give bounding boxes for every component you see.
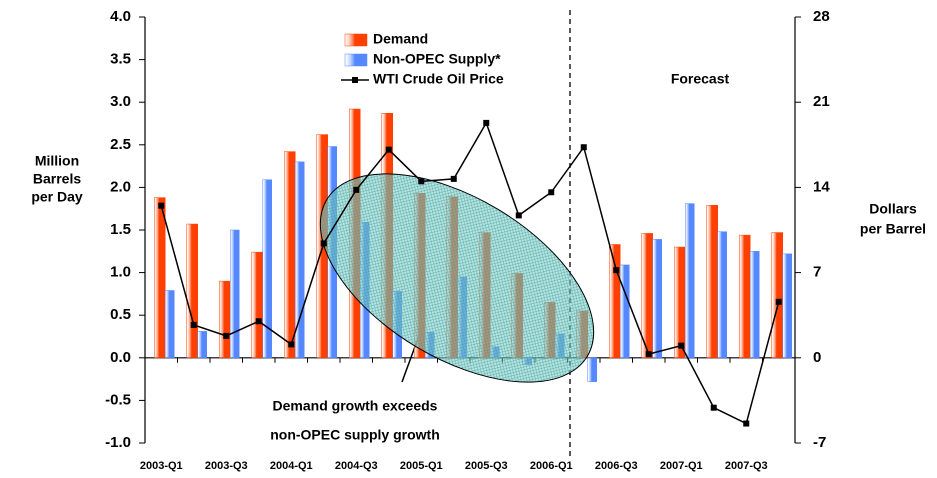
x-tick-label: 2005-Q1 (400, 460, 443, 472)
bar (739, 234, 751, 359)
bar (251, 251, 263, 359)
bar (771, 232, 783, 359)
y2-tick-label: 21 (813, 93, 830, 110)
y-tick-label: 3.5 (110, 51, 131, 68)
y-axis-label: Barrels (33, 171, 81, 187)
x-tick-label: 2007-Q3 (725, 460, 768, 472)
price-marker (158, 202, 165, 209)
bar (165, 290, 175, 359)
y2-tick-label: 7 (813, 264, 821, 281)
y-axis-label: Million (35, 153, 79, 169)
annotation: non-OPEC supply growth (270, 427, 440, 443)
annotation: Demand growth exceeds (273, 398, 438, 414)
y-tick-label: 1.5 (110, 221, 131, 238)
y2-tick-label: 14 (813, 178, 830, 195)
bar (197, 331, 207, 359)
x-tick-label: 2007-Q1 (660, 460, 703, 472)
bar (609, 244, 621, 359)
y2-tick-label: -7 (813, 434, 826, 451)
bar (620, 264, 630, 359)
x-tick-label: 2003-Q1 (140, 460, 183, 472)
price-marker (418, 178, 425, 185)
legend-label: Demand (373, 31, 428, 47)
price-marker (320, 240, 327, 247)
x-tick-label: 2004-Q1 (270, 460, 313, 472)
price-marker (775, 298, 782, 305)
legend-swatch (344, 33, 368, 47)
bar (685, 203, 695, 359)
price-marker (613, 267, 620, 274)
y-tick-label: 0.5 (110, 306, 131, 323)
y-tick-label: 2.0 (110, 178, 131, 195)
bar (219, 280, 231, 359)
price-marker (288, 341, 295, 348)
y-tick-label: 3.0 (110, 93, 131, 110)
bar (262, 179, 272, 359)
legend-label: WTI Crude Oil Price (373, 71, 504, 87)
y2-tick-label: 0 (813, 349, 821, 366)
legend-swatch (352, 77, 358, 83)
price-marker (385, 146, 392, 153)
x-tick-label: 2003-Q3 (205, 460, 248, 472)
bar (717, 231, 727, 359)
legend-label: Non-OPEC Supply* (373, 51, 501, 67)
price-marker (483, 119, 490, 126)
bar (587, 357, 597, 382)
x-tick-label: 2006-Q3 (595, 460, 638, 472)
bar (782, 253, 792, 359)
y-axis-label: per Day (31, 189, 83, 205)
y-tick-label: 1.0 (110, 264, 131, 281)
forecast-label: Forecast (671, 71, 730, 87)
price-marker (190, 321, 197, 328)
x-tick-label: 2005-Q3 (465, 460, 508, 472)
x-tick-label: 2004-Q3 (335, 460, 378, 472)
price-marker (515, 212, 522, 219)
y-tick-label: 4.0 (110, 8, 131, 25)
y-tick-label: 2.5 (110, 136, 131, 153)
y-tick-label: -0.5 (105, 391, 131, 408)
price-marker (743, 420, 750, 427)
y2-tick-label: 28 (813, 8, 830, 25)
bar (652, 239, 662, 359)
y-tick-label: 0.0 (110, 349, 131, 366)
y2-axis-label: Dollars (869, 201, 917, 217)
price-marker (678, 342, 685, 349)
bar (295, 161, 305, 359)
bar (186, 223, 198, 359)
price-marker (710, 404, 717, 411)
price-marker (548, 189, 555, 196)
x-tick-label: 2006-Q1 (530, 460, 573, 472)
bar (284, 151, 296, 359)
highlight-region (319, 173, 595, 383)
price-marker (255, 318, 262, 325)
bar (230, 229, 240, 359)
price-marker (450, 175, 457, 182)
bar (706, 205, 718, 359)
price-marker (223, 332, 230, 339)
y-tick-label: -1.0 (105, 434, 131, 451)
bar (154, 197, 166, 359)
bar (750, 251, 760, 359)
price-marker (353, 186, 360, 193)
bar (674, 246, 686, 359)
price-line (160, 121, 780, 425)
price-marker (645, 351, 652, 358)
legend-swatch (344, 53, 368, 67)
y2-axis-label: per Barrel (860, 221, 926, 237)
price-marker (580, 144, 587, 151)
